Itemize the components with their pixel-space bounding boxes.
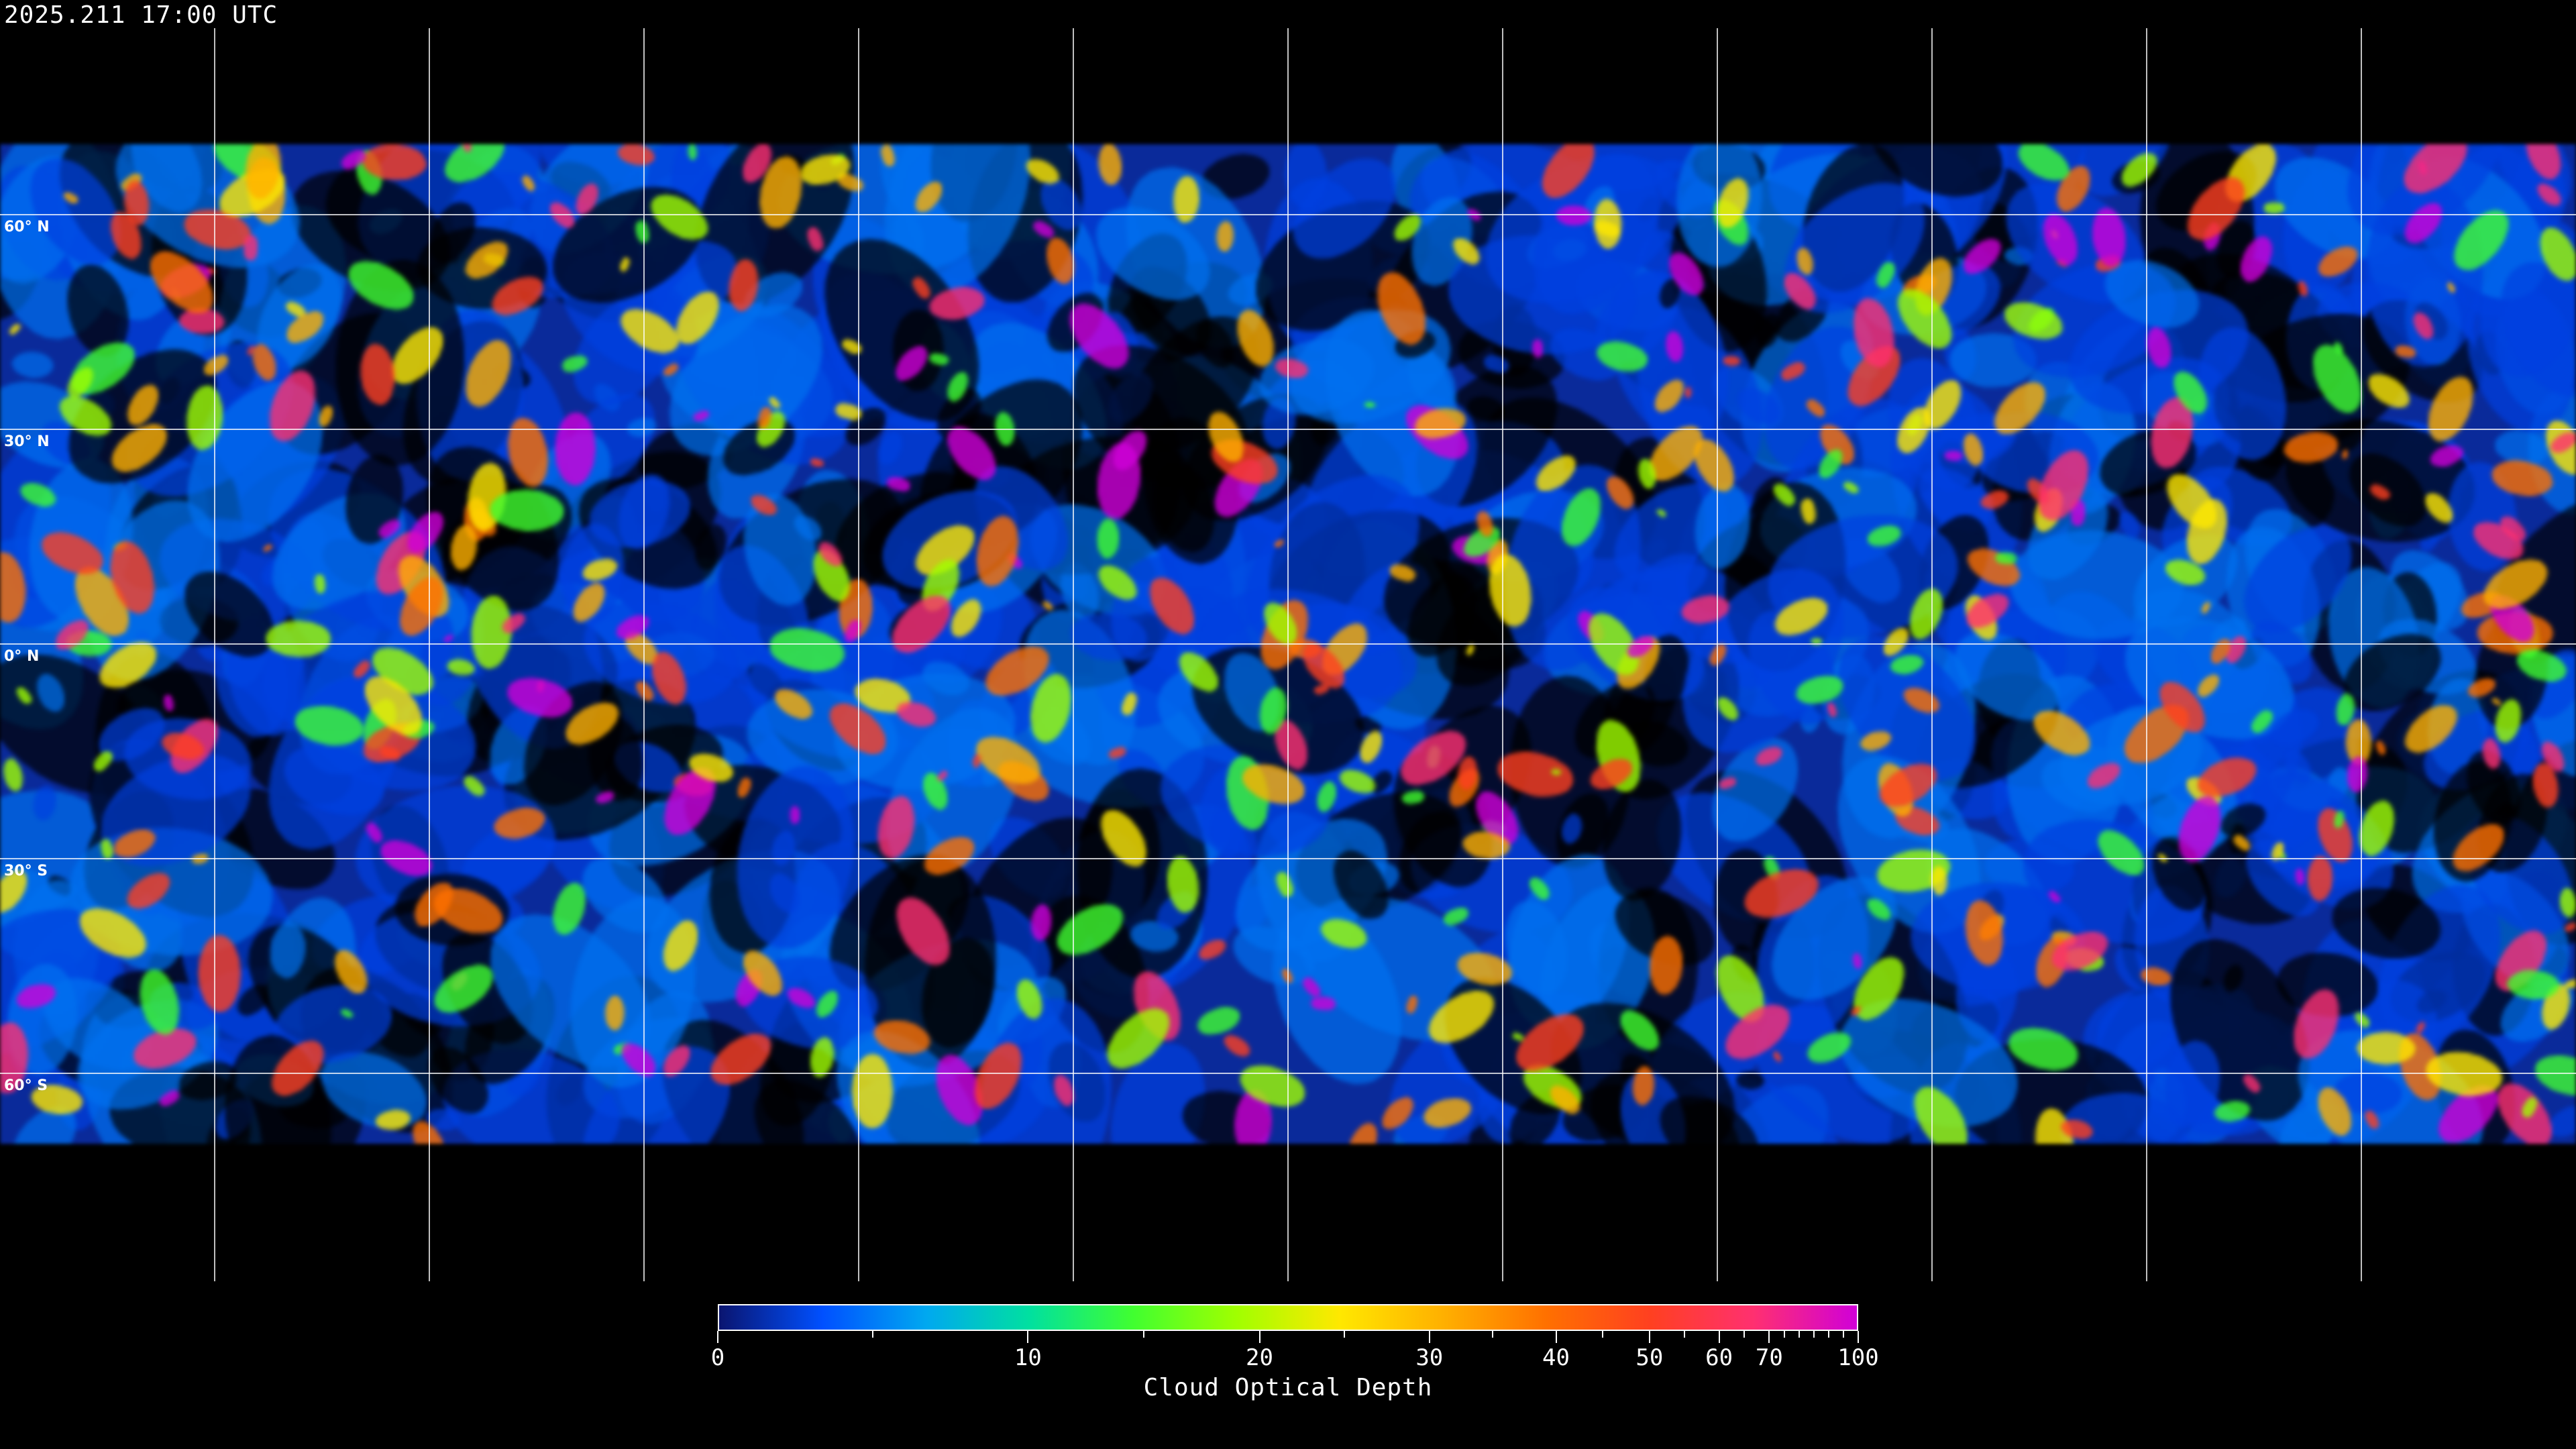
colorbar-tick-label: 60 (1705, 1344, 1733, 1371)
lat-label-60n: 60° N (4, 219, 50, 235)
timestamp: 2025.211 17:00 UTC (4, 1, 278, 29)
colorbar-minor-tick (1813, 1331, 1815, 1338)
lat-label-60s: 60° S (4, 1077, 48, 1094)
colorbar-major-tick (1718, 1331, 1720, 1343)
colorbar-major-tick (1768, 1331, 1770, 1343)
colorbar-minor-tick (1842, 1331, 1844, 1338)
colorbar-tick-label: 70 (1755, 1344, 1783, 1371)
lat-label-30n: 30° N (4, 433, 50, 450)
colorbar-tick-label: 40 (1542, 1344, 1570, 1371)
colorbar-minor-tick (1142, 1331, 1144, 1338)
colorbar-major-tick (717, 1331, 718, 1343)
colorbar-minor-tick (872, 1331, 874, 1338)
colorbar-minor-tick (1798, 1331, 1800, 1338)
colorbar-minor-tick (1827, 1331, 1829, 1338)
colorbar-ticks: 0 10 20 30 40 50 60 70 100 (711, 1331, 1879, 1398)
colorbar-major-tick (1648, 1331, 1650, 1343)
colorbar-tick-label: 30 (1415, 1344, 1444, 1371)
colorbar-major-tick (1027, 1331, 1029, 1343)
colorbar (718, 1304, 1858, 1331)
colorbar-minor-tick (1602, 1331, 1604, 1338)
colorbar-tick-label: 0 (710, 1344, 725, 1371)
colorbar-minor-tick (1344, 1331, 1346, 1338)
colorbar-minor-tick (1683, 1331, 1685, 1338)
colorbar-tick-label: 100 (1837, 1344, 1879, 1371)
colorbar-major-tick (1258, 1331, 1260, 1343)
colorbar-title: Cloud Optical Depth (1143, 1374, 1433, 1401)
colorbar-tick-label: 50 (1635, 1344, 1664, 1371)
lat-label-30s: 30° S (4, 863, 48, 879)
colorbar-tick-label: 20 (1246, 1344, 1273, 1371)
colorbar-tick-label: 10 (1014, 1344, 1042, 1371)
colorbar-minor-tick (1783, 1331, 1785, 1338)
lat-label-equator: 0° N (4, 648, 40, 665)
colorbar-major-tick (1428, 1331, 1430, 1343)
colorbar-major-tick (1858, 1331, 1859, 1343)
colorbar-minor-tick (1743, 1331, 1745, 1338)
colorbar-major-tick (1555, 1331, 1557, 1343)
cloud-optical-depth-map (0, 28, 2576, 1281)
graticule (0, 28, 2576, 1281)
colorbar-minor-tick (1492, 1331, 1494, 1338)
